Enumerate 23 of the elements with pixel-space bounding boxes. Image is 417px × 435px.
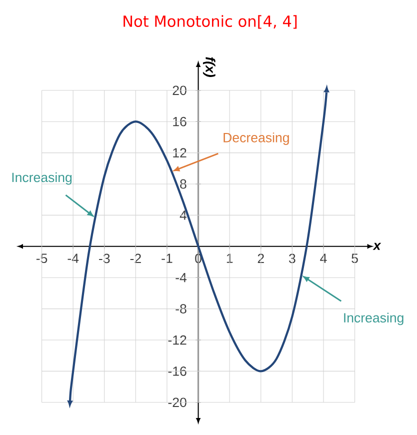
- x-tick-label: 2: [258, 254, 264, 264]
- x-tick-label: -3: [99, 254, 110, 264]
- annotation: Decreasing: [224, 132, 289, 145]
- x-tick-label: 1: [226, 254, 233, 263]
- x-axis-title: x: [372, 242, 382, 250]
- y-tick-label: -4: [176, 273, 187, 282]
- x-tick-label: 3: [288, 254, 296, 264]
- y-tick-label: -12: [168, 335, 186, 345]
- x-tick-label: 4: [320, 254, 327, 263]
- x-tick-label: -1: [162, 254, 172, 263]
- y-axis-title: f(x): [202, 57, 216, 77]
- y-tick-label: 20: [172, 86, 186, 96]
- chart-title: Not Monotonic on[4, 4]: [124, 15, 297, 29]
- y-tick-label: -20: [168, 398, 186, 408]
- y-tick-label: 16: [173, 116, 186, 126]
- y-tick-label: 12: [173, 148, 186, 158]
- x-tick-label: -2: [130, 254, 141, 264]
- annotation: Increasing: [12, 172, 72, 185]
- y-tick-label: 4: [180, 210, 187, 220]
- x-tick-label: -4: [68, 254, 79, 263]
- y-tick-label: 8: [180, 179, 186, 189]
- annotation: Increasing: [344, 312, 404, 326]
- y-tick-label: -16: [168, 366, 186, 376]
